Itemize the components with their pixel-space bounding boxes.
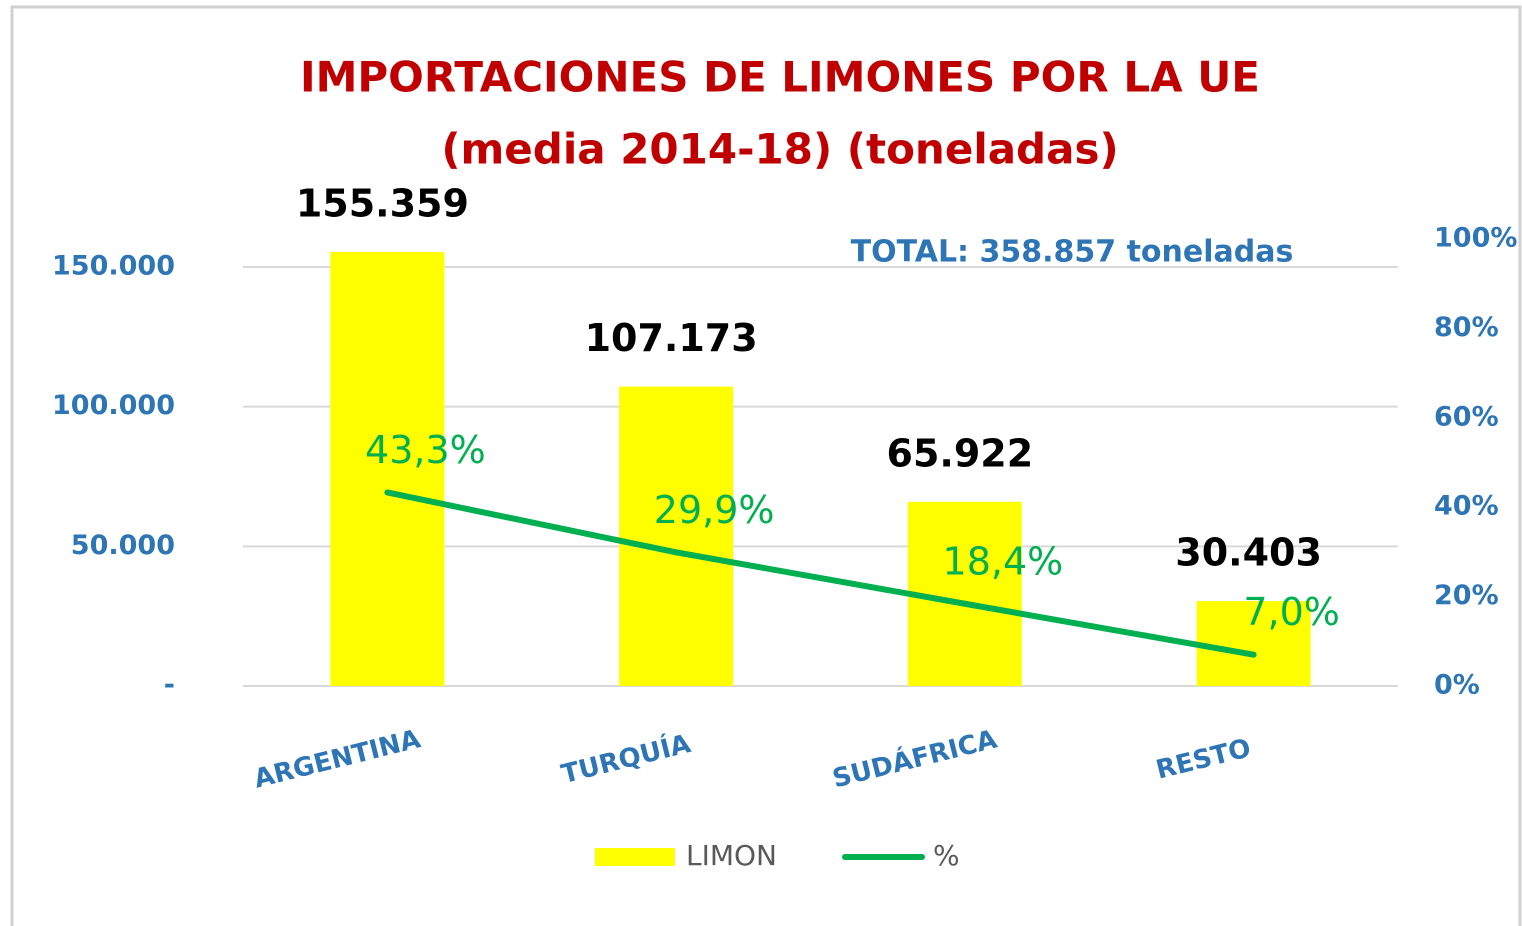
legend-label: LIMON	[686, 839, 777, 872]
line	[384, 489, 1257, 658]
y2-tick-label: 80%	[1434, 312, 1499, 343]
y2-tick-label: 60%	[1434, 401, 1499, 432]
bar	[330, 251, 445, 686]
annotation: TOTAL: 358.857 toneladas	[851, 235, 1294, 270]
line-value-label: 43,3%	[365, 428, 486, 472]
legend-swatch	[595, 848, 675, 866]
chart-subtitle: (media 2014-18) (toneladas)	[441, 125, 1118, 174]
y-tick-label: -	[164, 670, 175, 701]
y2-tick-label: 100%	[1434, 223, 1517, 254]
bar	[907, 501, 1022, 686]
chart-frame	[10, 5, 1522, 926]
bar-value-label: 107.173	[585, 316, 758, 360]
legend-label: %	[933, 839, 960, 872]
y2-tick-label: 20%	[1434, 580, 1499, 611]
chart-title: IMPORTACIONES DE LIMONES POR LA UE	[300, 53, 1260, 102]
y2-tick-label: 0%	[1434, 670, 1480, 701]
line-value-label: 29,9%	[654, 488, 775, 532]
y-tick-label: 100.000	[52, 390, 175, 421]
y2-tick-label: 40%	[1434, 491, 1499, 522]
bar	[1196, 601, 1311, 686]
y-tick-label: 150.000	[52, 250, 175, 281]
line-value-label: 7,0%	[1243, 590, 1340, 634]
line-value-label: 18,4%	[943, 539, 1064, 583]
bar	[619, 386, 734, 686]
y-tick-label: 50.000	[71, 530, 175, 561]
bar-value-label: 155.359	[296, 181, 469, 225]
bar-value-label: 30.403	[1175, 531, 1322, 575]
bar-value-label: 65.922	[887, 431, 1034, 475]
